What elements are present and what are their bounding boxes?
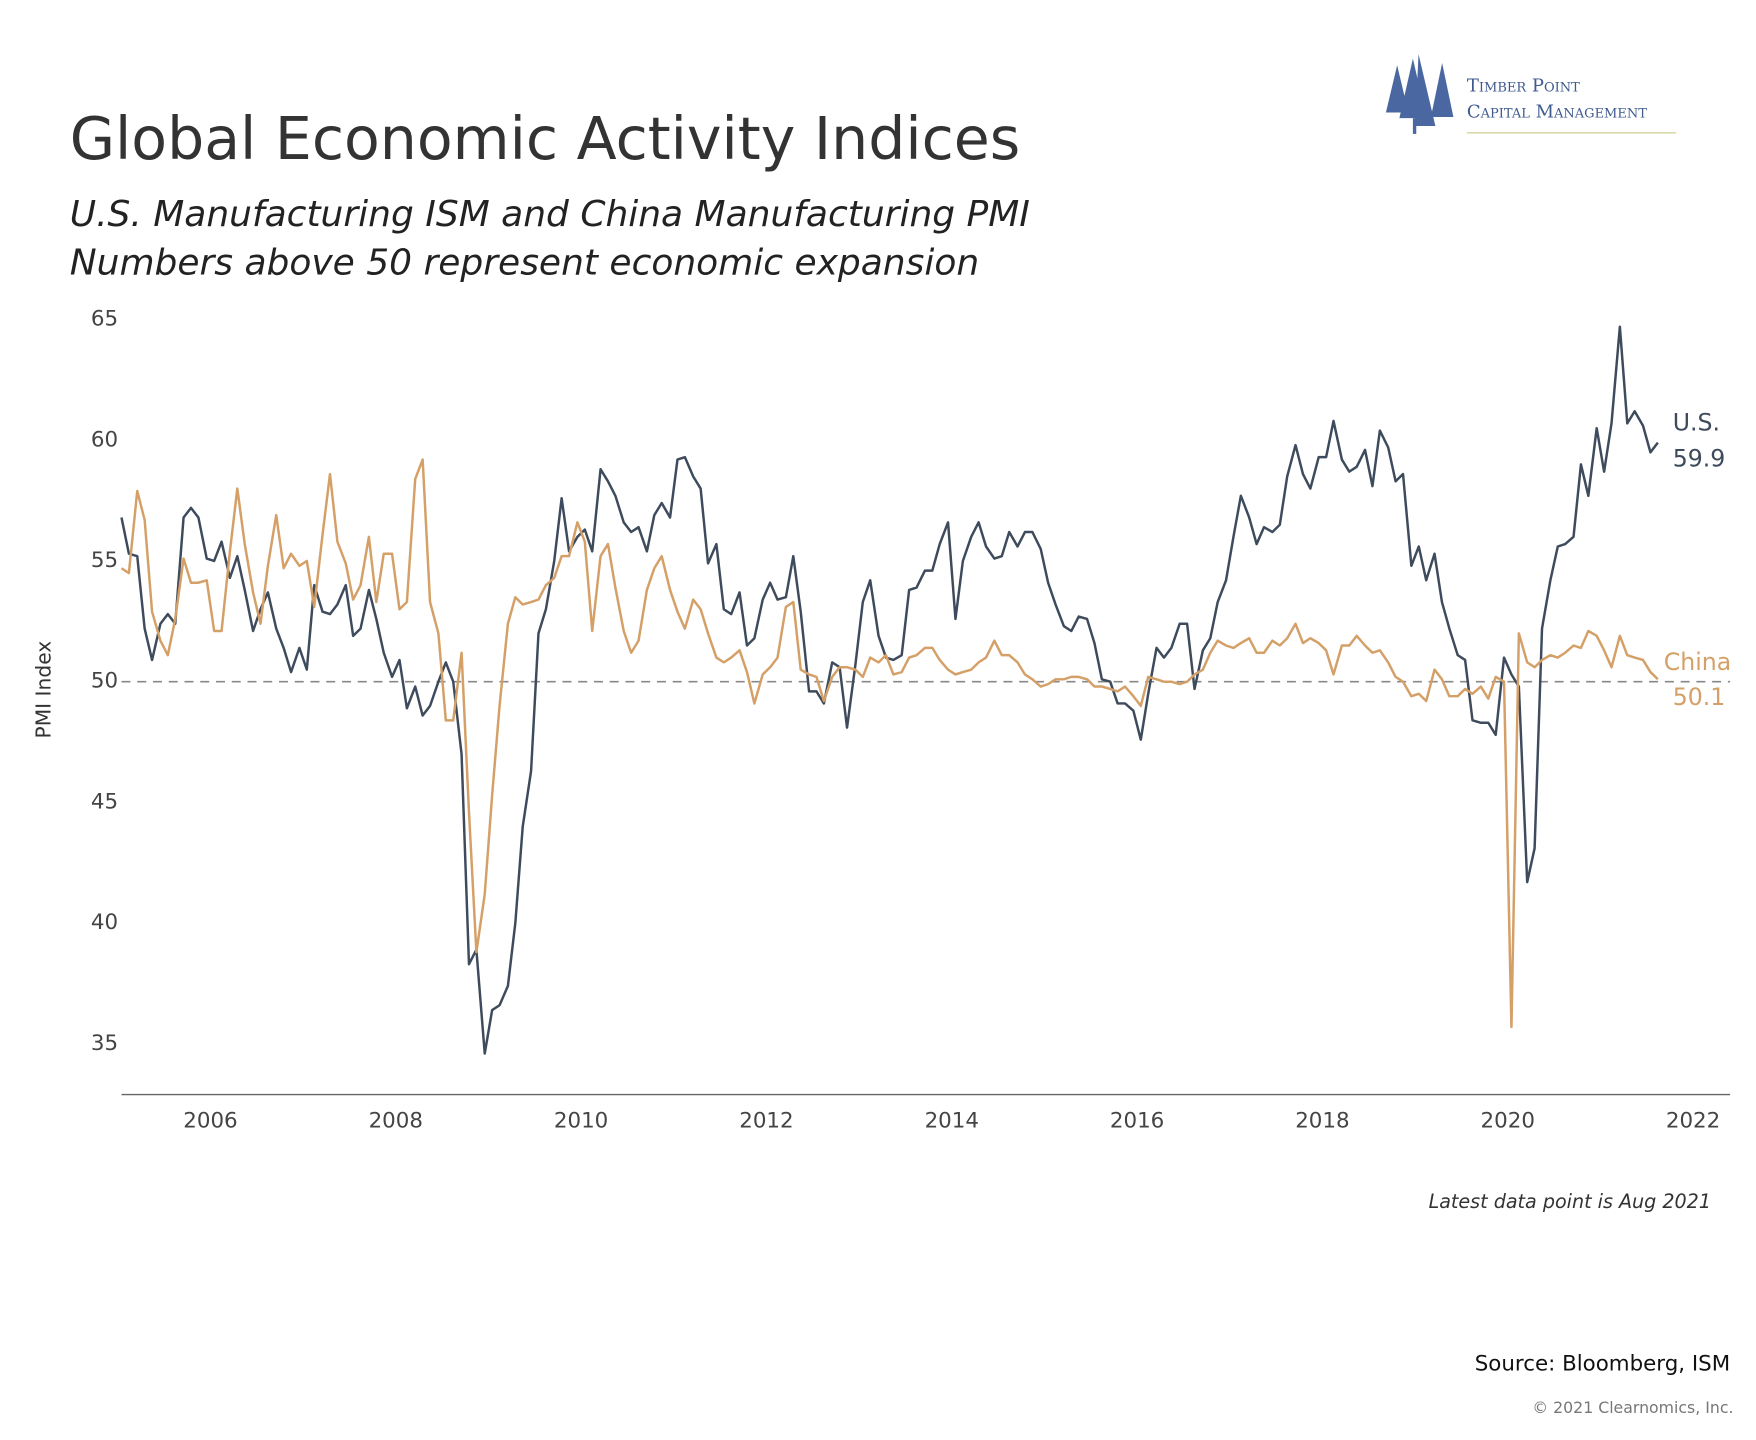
x-tick-label: 2016 [1110, 1109, 1164, 1134]
note: Latest data point is Aug 2021 [1429, 1190, 1711, 1213]
source: Source: Bloomberg, ISM [1475, 1352, 1730, 1377]
legend-label: U.S. [1673, 409, 1720, 437]
subtitle: U.S. Manufacturing ISM and China Manufac… [70, 194, 1030, 235]
series-line [120, 325, 1659, 1055]
x-tick-label: 2022 [1666, 1109, 1720, 1134]
logo-text: Timber Point [1467, 76, 1580, 97]
legend-label: China [1664, 648, 1731, 676]
x-tick-label: 2020 [1481, 1109, 1535, 1134]
end-value-label: 50.1 [1673, 683, 1726, 711]
y-tick-label: 45 [91, 789, 118, 814]
x-tick-label: 2014 [925, 1109, 979, 1134]
y-axis-label: PMI Index [31, 641, 55, 739]
logo-text: Capital Management [1467, 102, 1647, 123]
y-tick-label: 55 [91, 548, 118, 573]
y-tick-label: 40 [91, 910, 118, 935]
y-tick-label: 65 [91, 307, 118, 332]
logo-trees [1385, 54, 1454, 134]
x-tick-label: 2008 [369, 1109, 423, 1134]
x-tick-label: 2006 [183, 1109, 237, 1134]
x-tick-label: 2010 [554, 1109, 608, 1134]
x-tick-label: 2012 [739, 1109, 793, 1134]
subtitle: Numbers above 50 represent economic expa… [70, 242, 979, 283]
y-tick-label: 50 [91, 669, 118, 694]
chart-title: Global Economic Activity Indices [70, 105, 1020, 173]
end-value-label: 59.9 [1673, 445, 1726, 473]
x-tick-label: 2018 [1295, 1109, 1349, 1134]
y-tick-label: 35 [91, 1031, 118, 1056]
copyright: © 2021 Clearnomics, Inc. [1532, 1398, 1733, 1417]
series-line [120, 458, 1659, 1029]
y-tick-label: 60 [91, 427, 118, 452]
